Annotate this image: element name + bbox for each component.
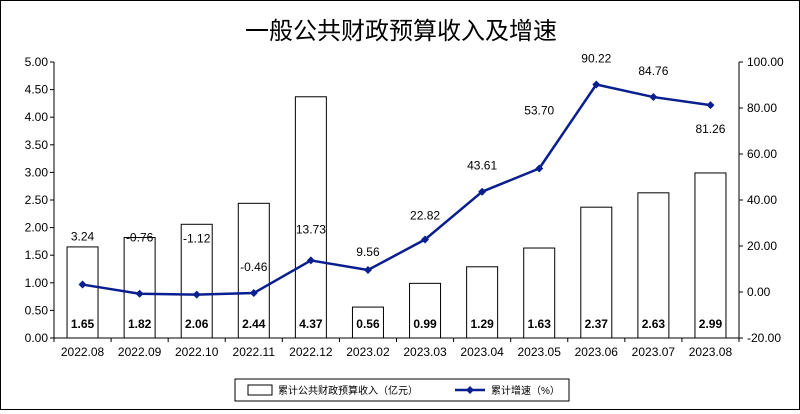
bar: [694, 172, 727, 339]
x-tick-label: 2022.11: [233, 345, 276, 359]
left-tick-label: 1.00: [25, 276, 49, 290]
legend-box: [234, 378, 570, 402]
x-tick-label: 2023.02: [346, 345, 390, 359]
legend-line-marker: [466, 386, 474, 394]
bar-value-label: 2.44: [242, 317, 266, 331]
x-tick-label: 2022.12: [289, 345, 333, 359]
growth-value-label: 84.76: [638, 64, 668, 78]
bar-value-label: 0.99: [413, 317, 437, 331]
right-tick-label: 20.00: [747, 239, 777, 253]
x-tick-label: 2022.08: [61, 345, 105, 359]
growth-value-label: 9.56: [356, 245, 380, 259]
left-tick-label: 4.50: [25, 83, 49, 97]
bar-value-label: 1.82: [128, 317, 152, 331]
bar: [466, 266, 499, 339]
bar-value-label: 2.63: [642, 317, 666, 331]
right-tick-label: -20.00: [747, 331, 781, 345]
growth-line: [82, 83, 711, 296]
bar: [180, 223, 213, 339]
bar: [523, 247, 556, 339]
right-tick-label: 40.00: [747, 193, 777, 207]
legend-bar-swatch: [247, 384, 273, 396]
bar-value-label: 1.65: [71, 317, 95, 331]
left-tick-label: 0.50: [25, 303, 49, 317]
x-tick-label: 2023.07: [632, 345, 676, 359]
left-tick-label: 3.50: [25, 138, 49, 152]
right-tick-label: 60.00: [747, 147, 777, 161]
x-tick-label: 2023.06: [575, 345, 619, 359]
growth-point: [78, 280, 87, 289]
growth-point: [192, 290, 201, 299]
bar-value-label: 1.63: [528, 317, 552, 331]
growth-point: [706, 101, 715, 110]
bar: [351, 306, 384, 339]
x-tick-label: 2023.05: [518, 345, 562, 359]
growth-value-label: -1.12: [183, 232, 211, 246]
x-tick-label: 2023.04: [460, 345, 504, 359]
x-tick-label: 2023.08: [689, 345, 733, 359]
growth-value-label: 13.73: [296, 222, 326, 236]
x-tick-label: 2023.03: [403, 345, 447, 359]
legend: 累计公共财政预算收入（亿元） 累计增速（%）: [234, 378, 570, 402]
growth-point: [535, 164, 544, 173]
growth-point: [363, 266, 372, 275]
left-tick-label: 2.00: [25, 221, 49, 235]
growth-point: [135, 289, 144, 298]
bar: [294, 96, 327, 339]
bar: [580, 206, 613, 339]
left-tick-label: 0.00: [25, 331, 49, 345]
growth-value-label: 53.70: [524, 103, 554, 117]
growth-value-label: 90.22: [581, 51, 611, 65]
bar: [637, 192, 670, 339]
right-tick-label: 0.00: [747, 285, 771, 299]
right-tick-label: 80.00: [747, 101, 777, 115]
bar: [409, 282, 442, 339]
bar-value-label: 4.37: [299, 317, 323, 331]
growth-value-label: 81.26: [695, 122, 725, 136]
left-tick-label: 4.00: [25, 110, 49, 124]
growth-value-label: -0.76: [126, 231, 154, 245]
bar-value-label: 2.99: [699, 317, 723, 331]
x-tick-label: 2022.09: [118, 345, 162, 359]
chart-title: 一般公共财政预算收入及增速: [245, 17, 557, 45]
bar-value-label: 2.06: [185, 317, 209, 331]
growth-value-label: 43.61: [467, 159, 497, 173]
right-tick-label: 100.00: [747, 55, 784, 69]
plot-area: 0.00 0.50 1.00 1.50 2.00 2.50 3.00 3.50 4.00 4.50…: [25, 51, 784, 359]
left-tick-label: 2.50: [25, 193, 49, 207]
bar: [123, 237, 156, 339]
left-tick-label: 5.00: [25, 55, 49, 69]
left-tick-label: 1.50: [25, 248, 49, 262]
bar: [237, 202, 270, 339]
growth-value-label: -0.46: [240, 260, 268, 274]
x-tick-label: 2022.10: [175, 345, 219, 359]
bar: [66, 246, 99, 339]
growth-point: [592, 80, 601, 89]
growth-point: [249, 289, 258, 298]
bar-value-label: 2.37: [585, 317, 609, 331]
growth-value-label: 22.82: [410, 209, 440, 223]
legend-bar-label: 累计公共财政预算收入（亿元）: [278, 384, 418, 397]
growth-value-label: 3.24: [71, 230, 95, 244]
legend-line-label: 累计增速（%）: [491, 384, 560, 397]
left-tick-label: 3.00: [25, 165, 49, 179]
bar-value-label: 0.56: [356, 317, 380, 331]
growth-point: [649, 93, 658, 102]
growth-point: [306, 256, 315, 265]
growth-point: [478, 187, 487, 196]
growth-point: [421, 235, 430, 244]
bar-value-label: 1.29: [470, 317, 494, 331]
